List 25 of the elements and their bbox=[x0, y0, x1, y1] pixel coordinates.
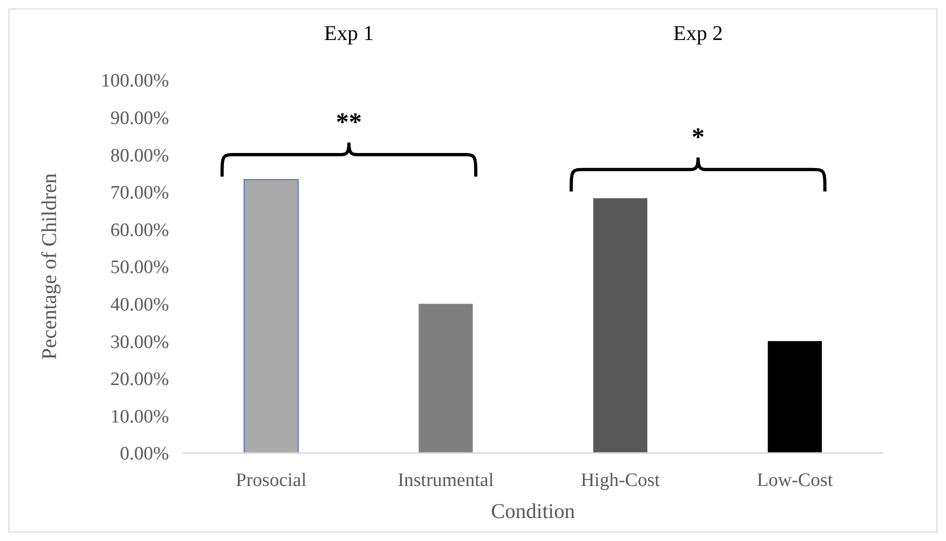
y-tick-label: 50.00% bbox=[110, 257, 170, 278]
text: Exp 2 bbox=[673, 21, 723, 45]
x-tick-label: Instrumental bbox=[398, 470, 494, 491]
y-tick-label: 100.00% bbox=[100, 70, 170, 92]
y-tick-label: 90.00% bbox=[110, 108, 170, 129]
y-tick-label: 30.00% bbox=[110, 332, 170, 353]
y-tick-label: 10.00% bbox=[110, 406, 170, 428]
text: Exp 1 bbox=[324, 21, 374, 45]
annotation: ** bbox=[336, 108, 362, 137]
y-tick-label: 0.00% bbox=[120, 444, 170, 465]
y-axis-title: Pecentage of Children bbox=[37, 172, 61, 360]
bar bbox=[418, 304, 473, 453]
y-tick-label: 60.00% bbox=[110, 220, 170, 241]
x-tick-label: Low-Cost bbox=[756, 470, 834, 491]
y-tick-label: 70.00% bbox=[110, 182, 170, 204]
x-tick-label: Prosocial bbox=[236, 470, 307, 491]
x-axis-title: Condition bbox=[490, 499, 576, 523]
x-tick-label: High-Cost bbox=[580, 470, 661, 491]
annotation: * bbox=[692, 122, 705, 152]
y-tick-label: 20.00% bbox=[110, 369, 170, 390]
y-tick-label: 40.00% bbox=[110, 294, 170, 316]
bar bbox=[768, 341, 822, 453]
bar bbox=[244, 179, 299, 454]
bar bbox=[593, 198, 648, 453]
y-tick-label: 80.00% bbox=[110, 145, 170, 166]
